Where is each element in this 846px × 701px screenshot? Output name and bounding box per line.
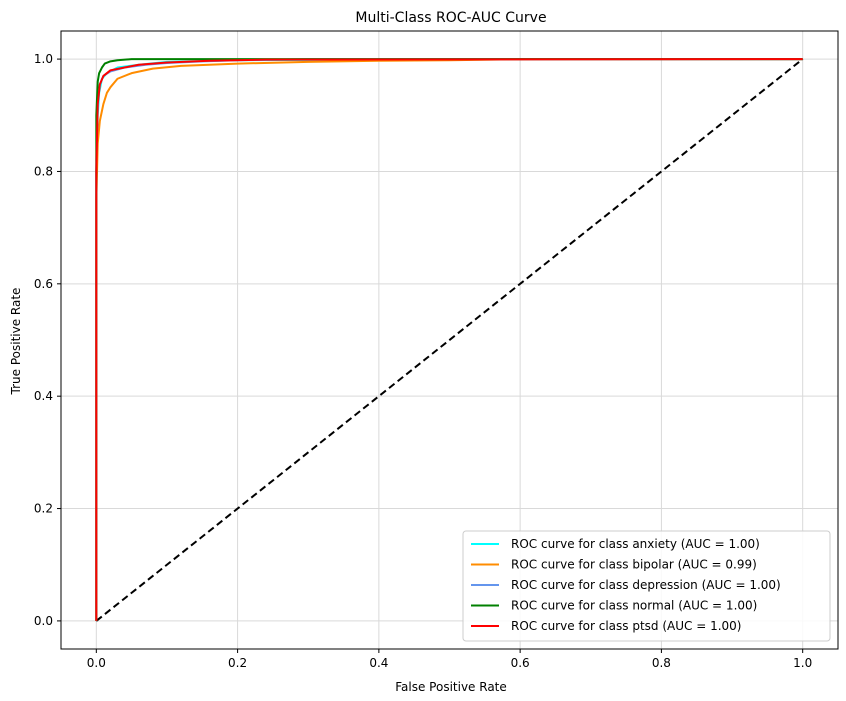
y-tick-label: 0.4: [34, 389, 53, 403]
roc-series-line-3: [95, 58, 803, 621]
legend-entry: ROC curve for class anxiety (AUC = 1.00): [511, 537, 760, 551]
roc-series-line-1: [95, 58, 803, 621]
chart-title: Multi-Class ROC-AUC Curve: [355, 10, 546, 26]
x-tick-label: 0.4: [369, 656, 388, 670]
x-axis-label: False Positive Rate: [395, 680, 507, 694]
y-tick-label: 0.2: [34, 502, 53, 516]
y-axis-label: True Positive Rate: [9, 288, 23, 396]
legend-entry: ROC curve for class normal (AUC = 1.00): [511, 599, 757, 613]
legend: ROC curve for class anxiety (AUC = 1.00)…: [462, 530, 831, 642]
x-tick-label: 1.0: [793, 656, 812, 670]
roc-series-line-4: [95, 58, 803, 621]
y-tick-label: 0.6: [34, 277, 53, 291]
ticks: 0.0 0.2 0.4 0.6 0.8 1.0 0.0 0.2 0.4 0.6 0.8 1.0: [34, 52, 812, 670]
legend-entry: ROC curve for class ptsd (AUC = 1.00): [511, 619, 741, 633]
x-tick-label: 0.6: [511, 656, 530, 670]
reference-diagonal-line: [95, 58, 804, 622]
y-tick-label: 0.0: [34, 614, 53, 628]
y-tick-label: 1.0: [34, 52, 53, 66]
y-tick-label: 0.8: [34, 164, 53, 178]
plot-area: [95, 58, 804, 622]
legend-entry: ROC curve for class bipolar (AUC = 0.99): [511, 558, 757, 572]
axes-frame: [60, 30, 839, 650]
x-tick-label: 0.2: [228, 656, 247, 670]
legend-entry: ROC curve for class depression (AUC = 1.…: [511, 578, 781, 592]
x-tick-label: 0.8: [652, 656, 671, 670]
legend-box: [462, 530, 831, 642]
x-tick-label: 0.0: [87, 656, 106, 670]
